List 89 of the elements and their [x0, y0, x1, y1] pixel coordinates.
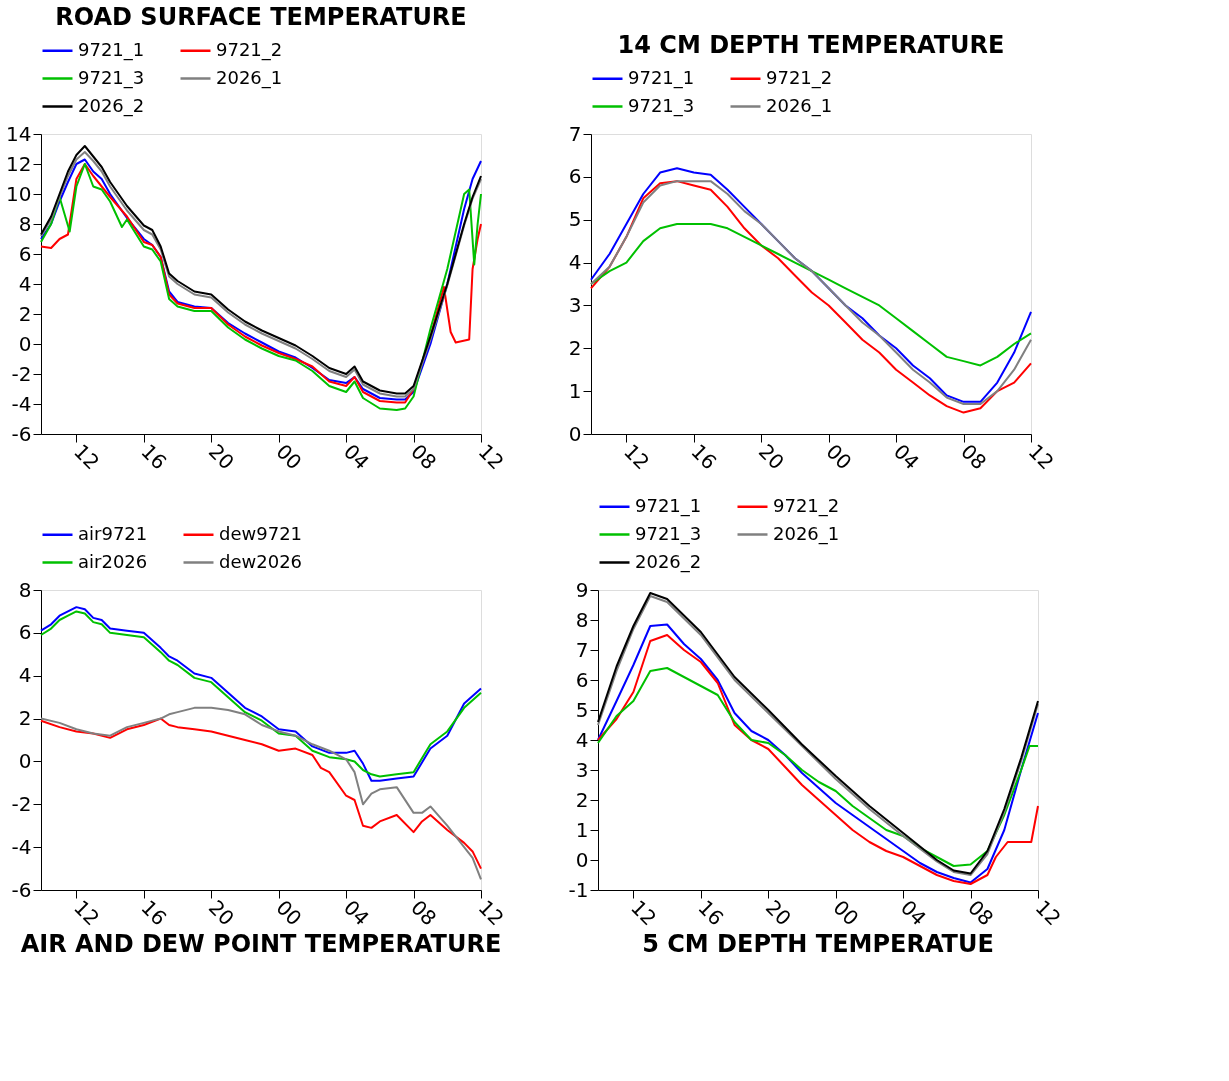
- y-tick-label: 8: [575, 607, 589, 632]
- x-tick-label: 04: [888, 439, 924, 475]
- y-tick-label: -6: [11, 877, 32, 902]
- y-tick-label: 3: [568, 292, 582, 317]
- y-tick-label: 6: [18, 620, 32, 645]
- x-tick-label: 20: [760, 895, 796, 931]
- legend-label: 9721_1: [635, 494, 702, 517]
- legend-label: 9721_2: [766, 66, 833, 89]
- x-tick-label: 08: [956, 439, 992, 475]
- x-tick-label: 04: [338, 439, 374, 475]
- line-series: [597, 667, 1039, 867]
- legend-label: 9721_1: [628, 66, 695, 89]
- y-tick-label: -1: [568, 877, 589, 902]
- text: 5 CM DEPTH TEMPERATUE: [642, 930, 994, 959]
- y-tick-label: 8: [18, 211, 32, 236]
- legend-label: dew2026: [219, 550, 303, 572]
- y-tick-label: 2: [18, 706, 32, 731]
- legend-label: 2026_1: [216, 66, 283, 89]
- y-tick-label: -4: [11, 391, 32, 416]
- legend-label: dew9721: [219, 522, 303, 544]
- text: AIR AND DEW POINT TEMPERATURE: [20, 930, 502, 959]
- legend-label: 2026_2: [78, 94, 145, 117]
- y-tick-label: 0: [575, 847, 589, 872]
- y-tick-label: -6: [11, 421, 32, 446]
- y-tick-label: 6: [568, 164, 582, 189]
- x-tick-label: 12: [473, 439, 509, 475]
- x-tick-label: 12: [1030, 895, 1066, 931]
- y-tick-label: 2: [575, 787, 589, 812]
- x-tick-label: 16: [136, 895, 172, 931]
- y-tick-label: 4: [568, 250, 582, 275]
- y-tick-label: 10: [6, 181, 32, 206]
- chart-title: ROAD SURFACE TEMPERATURE: [55, 3, 467, 31]
- x-tick-label: 04: [338, 895, 374, 931]
- y-tick-label: 14: [6, 121, 32, 146]
- x-tick-label: 16: [136, 439, 172, 475]
- y-tick-label: 6: [18, 241, 32, 266]
- legend-label: 2026_2: [635, 550, 702, 573]
- x-tick-label: 16: [693, 895, 729, 931]
- x-tick-label: 00: [271, 895, 307, 931]
- x-tick-label: 00: [828, 895, 864, 931]
- x-tick-label: 00: [821, 439, 857, 475]
- legend-label: 9721_2: [773, 494, 840, 517]
- legend-label: 9721_2: [216, 38, 283, 61]
- x-tick-label: 08: [963, 895, 999, 931]
- x-tick-label: 12: [626, 895, 662, 931]
- y-tick-label: 1: [575, 817, 589, 842]
- y-tick-label: 0: [18, 331, 32, 356]
- x-tick-label: 12: [1023, 439, 1059, 475]
- y-tick-label: 7: [568, 121, 582, 146]
- y-tick-label: 4: [18, 663, 32, 688]
- y-tick-label: 9: [575, 577, 589, 602]
- y-tick-label: 12: [6, 151, 32, 176]
- x-tick-label: 12: [69, 439, 105, 475]
- y-tick-label: 2: [18, 301, 32, 326]
- x-tick-label: 04: [895, 895, 931, 931]
- y-tick-label: 0: [18, 748, 32, 773]
- y-tick-label: 2: [568, 335, 582, 360]
- x-tick-label: 08: [406, 895, 442, 931]
- legend-label: air9721: [78, 522, 148, 544]
- legend-label: air2026: [78, 550, 148, 572]
- legend-label: 2026_1: [766, 94, 833, 117]
- y-tick-label: 6: [575, 667, 589, 692]
- y-tick-label: 8: [18, 577, 32, 602]
- legend-label: 9721_3: [635, 522, 702, 545]
- x-tick-label: 12: [69, 895, 105, 931]
- legend-label: 2026_1: [773, 522, 840, 545]
- x-tick-label: 08: [406, 439, 442, 475]
- legend-label: 9721_3: [628, 94, 695, 117]
- x-tick-label: 16: [686, 439, 722, 475]
- x-tick-label: 20: [203, 439, 239, 475]
- y-tick-label: 3: [575, 757, 589, 782]
- x-tick-label: 00: [271, 439, 307, 475]
- y-tick-label: 5: [575, 697, 589, 722]
- y-tick-label: -2: [11, 791, 32, 816]
- y-tick-label: 1: [568, 378, 582, 403]
- chart-title: 14 CM DEPTH TEMPERATURE: [617, 31, 1005, 59]
- y-tick-label: 7: [575, 637, 589, 662]
- y-tick-label: 4: [575, 727, 589, 752]
- legend-label: 9721_1: [78, 38, 145, 61]
- y-tick-label: -2: [11, 361, 32, 386]
- y-tick-label: 0: [568, 421, 582, 446]
- x-tick-label: 20: [753, 439, 789, 475]
- legend-label: 9721_3: [78, 66, 145, 89]
- y-tick-label: 4: [18, 271, 32, 296]
- y-tick-label: 5: [568, 207, 582, 232]
- y-tick-label: -4: [11, 834, 32, 859]
- x-tick-label: 12: [619, 439, 655, 475]
- x-tick-label: 12: [473, 895, 509, 931]
- x-tick-label: 20: [203, 895, 239, 931]
